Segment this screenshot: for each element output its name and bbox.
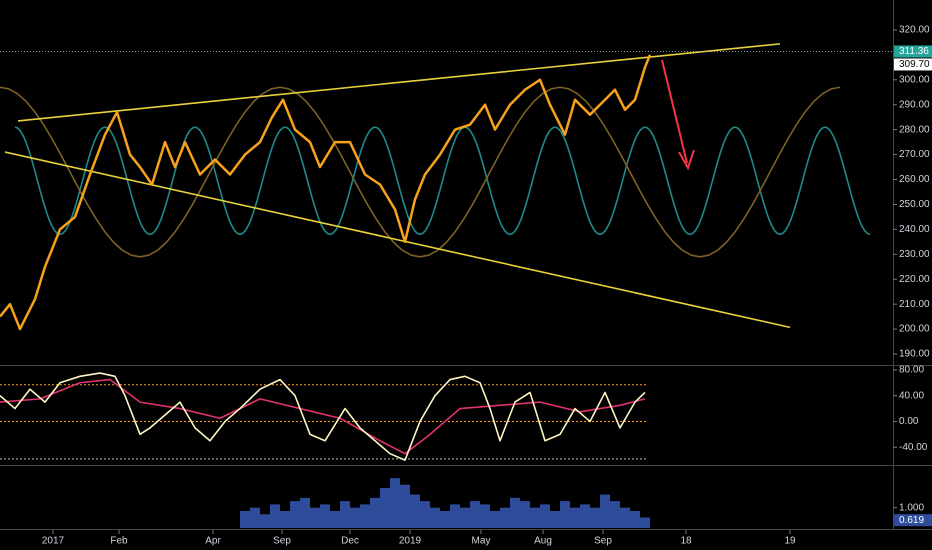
y-tick-label: 290.00 [899,99,930,110]
histogram-bar [560,501,570,528]
y-tick-label: 220.00 [899,274,930,285]
y-tick-label: 0.00 [899,416,919,427]
price-label-box [894,45,932,58]
histogram-bar [360,504,370,528]
x-tick-label: 19 [784,536,796,547]
histogram-bar [610,501,620,528]
histogram-bar [540,504,550,528]
histogram-bar [290,501,300,528]
y-tick-label: 320.00 [899,25,930,36]
x-tick-label: May [472,536,491,547]
histogram-bar [600,494,610,528]
histogram-bar [520,501,530,528]
histogram-bar [640,517,650,528]
histogram-bar [380,487,390,528]
histogram-bar [350,507,360,528]
x-tick-label: Aug [534,536,552,547]
histogram-bar [510,497,520,528]
histogram-bar [390,478,400,528]
histogram-bar [240,510,250,528]
histogram-bar [630,510,640,528]
histogram-bar [440,510,450,528]
histogram-bar [550,510,560,528]
y-tick-label: 80.00 [899,365,924,376]
histogram-bar [370,497,380,528]
y-tick-label: 300.00 [899,74,930,85]
y-tick-label: 230.00 [899,249,930,260]
histogram-bar [450,504,460,528]
series-line [0,372,646,461]
histogram-bar [480,504,490,528]
y-tick-label: 250.00 [899,199,930,210]
histogram-bar [400,484,410,528]
histogram-bar [310,507,320,528]
histogram-bar [590,507,600,528]
histogram-bar [260,514,270,528]
histogram-bar [620,507,630,528]
histogram-bar [420,501,430,528]
series-line [0,54,652,331]
y-tick-label: 280.00 [899,124,930,135]
x-tick-label: 18 [680,536,692,547]
histogram-bar [280,510,290,528]
histogram-bar [410,494,420,528]
price-label: 0.619 [899,515,924,526]
y-tick-label: 1.000 [899,502,924,513]
price-label-box [894,58,932,71]
x-tick-label: Feb [110,536,128,547]
histogram-bar [460,507,470,528]
forecast-arrow [661,59,695,171]
y-tick-label: 260.00 [899,174,930,185]
x-tick-label: Sep [273,536,291,547]
x-tick-label: 2017 [42,536,65,547]
y-tick-label: -40.00 [899,442,928,453]
price-label: 311.36 [899,46,929,57]
histogram-bar [470,501,480,528]
y-tick-label: 210.00 [899,299,930,310]
series-line [17,43,781,122]
histogram-bar [250,507,260,528]
y-tick-label: 190.00 [899,349,930,360]
histogram-bar [320,504,330,528]
histogram-bar [580,504,590,528]
x-tick-label: 2019 [399,536,422,547]
y-tick-label: 200.00 [899,324,930,335]
x-tick-label: Sep [594,536,612,547]
series-line [4,151,791,329]
y-tick-label: 270.00 [899,149,930,160]
series-line [0,378,646,455]
histogram-bar [500,507,510,528]
series-line [0,86,841,258]
price-label: 309.70 [899,59,930,70]
histogram-bar [490,510,500,528]
y-tick-label: 240.00 [899,224,930,235]
histogram-bar [430,507,440,528]
histogram-bar [530,507,540,528]
series-line [14,126,871,236]
price-label-box [894,514,932,527]
histogram-bar [570,507,580,528]
histogram-bar [300,497,310,528]
x-tick-label: Dec [341,536,359,547]
histogram-bar [340,501,350,528]
histogram-bar [330,510,340,528]
x-tick-label: Apr [205,536,221,547]
histogram-bar [270,504,280,528]
y-tick-label: 40.00 [899,390,924,401]
